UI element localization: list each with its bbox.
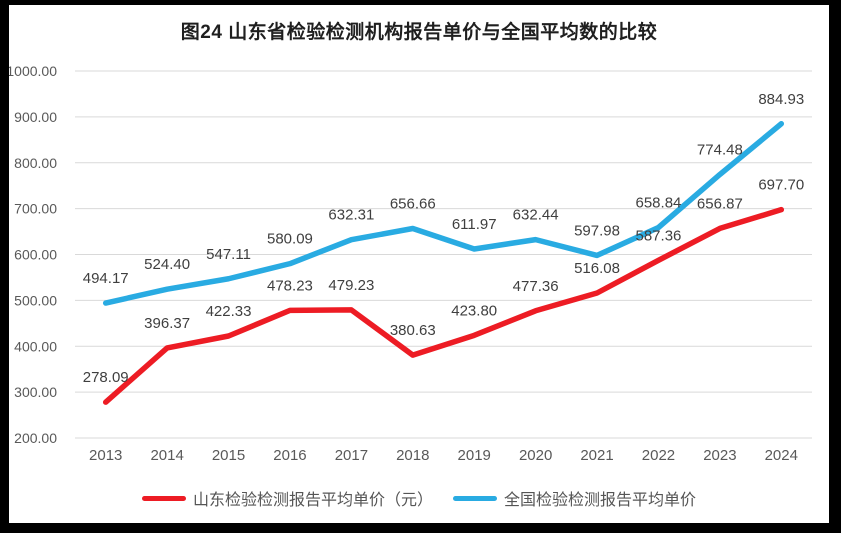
data-label-national: 656.66	[390, 196, 436, 213]
data-label-national: 884.93	[758, 91, 804, 108]
data-label-shandong: 422.33	[206, 303, 252, 320]
x-axis-tick-label: 2018	[396, 447, 429, 464]
y-axis-tick-label: 300.00	[14, 384, 57, 400]
series-line-national	[102, 121, 785, 306]
data-label-shandong: 423.80	[451, 302, 497, 319]
x-axis-tick-label: 2020	[519, 447, 552, 464]
x-axis-tick-label: 2014	[150, 447, 183, 464]
legend-label-shandong: 山东检验检测报告平均单价（元）	[192, 492, 433, 509]
data-label-national: 597.98	[574, 222, 620, 239]
data-label-shandong: 278.09	[83, 369, 129, 386]
data-label-national: 494.17	[83, 270, 129, 287]
x-axis-tick-label: 2021	[580, 447, 613, 464]
data-label-national: 547.11	[206, 246, 251, 263]
data-label-shandong: 516.08	[574, 260, 620, 277]
legend: 山东检验检测报告平均单价（元） 全国检验检测报告平均单价	[9, 486, 829, 510]
data-label-shandong: 656.87	[697, 195, 743, 212]
data-label-national: 632.44	[513, 207, 559, 224]
y-axis-tick-label: 600.00	[14, 247, 57, 263]
legend-line-national-icon	[453, 495, 497, 501]
series-line-shandong	[102, 206, 785, 405]
x-axis-tick-label: 2017	[335, 447, 368, 464]
x-axis-tick-label: 2023	[703, 447, 736, 464]
x-axis-tick-label: 2019	[458, 447, 491, 464]
y-axis-tick-label: 200.00	[14, 430, 57, 446]
data-label-national: 580.09	[267, 231, 313, 248]
data-label-shandong: 479.23	[328, 277, 374, 294]
y-axis-tick-label: 500.00	[14, 292, 57, 308]
data-label-shandong: 396.37	[144, 315, 190, 332]
data-label-national: 658.84	[636, 195, 682, 212]
y-axis-tick-label: 1000.00	[9, 63, 57, 79]
x-axis-tick-label: 2016	[273, 447, 306, 464]
data-label-national: 774.48	[697, 141, 743, 158]
y-axis-tick-label: 700.00	[14, 201, 57, 217]
x-axis-tick-label: 2015	[212, 447, 245, 464]
x-axis-tick-label: 2022	[642, 447, 675, 464]
data-label-shandong: 478.23	[267, 277, 313, 294]
data-label-national: 524.40	[144, 256, 190, 273]
data-label-shandong: 380.63	[390, 322, 436, 339]
data-label-national: 632.31	[328, 207, 374, 224]
x-axis-tick-label: 2013	[89, 447, 122, 464]
legend-line-shandong-icon	[141, 495, 186, 501]
data-label-shandong: 477.36	[513, 278, 559, 295]
y-axis-tick-label: 800.00	[14, 155, 57, 171]
y-axis-tick-label: 400.00	[14, 338, 57, 354]
chart-title: 图24 山东省检验检测机构报告单价与全国平均数的比较	[180, 22, 658, 43]
line-chart-canvas: 200.00 300.00 400.00 500.00 600.00 700.00 800.…	[9, 63, 812, 464]
legend-label-national: 全国检验检测报告平均单价	[504, 492, 697, 509]
data-label-shandong: 587.36	[636, 227, 682, 244]
data-label-shandong: 697.70	[758, 177, 804, 194]
y-axis-tick-label: 900.00	[14, 109, 57, 125]
x-axis-tick-label: 2024	[765, 447, 798, 464]
data-label-national: 611.97	[452, 216, 497, 233]
